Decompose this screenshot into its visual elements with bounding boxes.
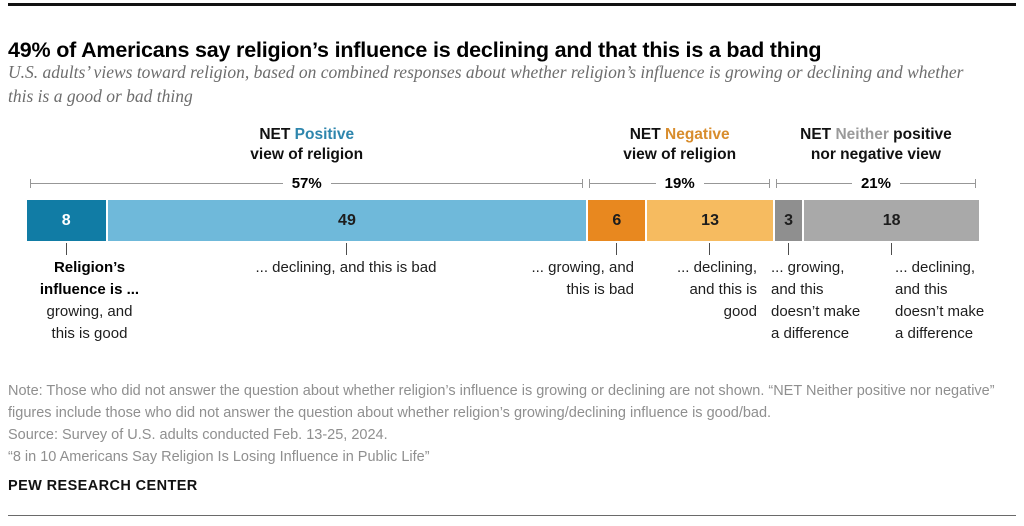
report-title-text: “8 in 10 Americans Say Religion Is Losin…: [8, 449, 430, 465]
bracket-end-tick: [582, 178, 584, 188]
bracket-end-tick: [975, 178, 977, 188]
label-declining-bad: ... declining, and this is bad: [255, 259, 437, 276]
bracket-line: [590, 182, 656, 184]
pointer-tick: [345, 243, 347, 255]
bar-segment-declining-good: 13: [645, 200, 773, 241]
label-growing-good: Religion’s influence is ... growing, and…: [7, 257, 172, 345]
bracket-end-tick: [775, 178, 777, 188]
net-positive-suffix: view of religion: [250, 146, 364, 163]
net-neither-section: NET Neither positive nor negative view 2…: [773, 125, 979, 195]
chart-subtitle: U.S. adults’ views toward religion, base…: [8, 62, 964, 107]
net-positive-percent: 57%: [291, 174, 322, 192]
net-prefix: NET: [800, 126, 832, 143]
segment-labels: Religion’s influence is ... growing, and…: [27, 255, 984, 365]
segment-value: 3: [784, 211, 794, 229]
net-negative-bracket: 19%: [589, 171, 770, 195]
top-divider: [8, 3, 1016, 6]
bar-segment-growing-good: 8: [27, 200, 106, 241]
segment-value: 49: [338, 211, 356, 229]
segment-pointer-ticks: [27, 241, 979, 255]
bracket-end-tick: [589, 178, 591, 188]
bracket-line: [776, 182, 852, 184]
bracket-end-tick: [30, 178, 31, 188]
net-prefix: NET: [629, 126, 661, 143]
label-declining-no-difference: ... declining, and this doesn’t make a d…: [895, 259, 985, 342]
net-group-headers: NET Positive view of religion 57% NET Ne…: [27, 125, 979, 195]
net-neither-suffix: positive nor negative view: [810, 126, 952, 163]
net-negative-word: Negative: [665, 126, 730, 143]
note-text: Note: Those who did not answer the quest…: [8, 383, 995, 421]
stacked-bar: 8 49 6 13 3 18: [27, 200, 979, 241]
net-positive-section: NET Positive view of religion 57%: [27, 125, 586, 195]
segment-value: 6: [612, 211, 622, 229]
bar-segment-declining-no-difference: 18: [802, 200, 979, 241]
pew-research-center-wordmark: PEW RESEARCH CENTER: [8, 478, 198, 494]
bracket-line: [330, 182, 583, 184]
stacked-bar-chart: NET Positive view of religion 57% NET Ne…: [27, 125, 984, 365]
bracket-line: [703, 182, 769, 184]
segment-value: 18: [882, 211, 901, 229]
pointer-tick: [787, 243, 789, 255]
net-negative-section: NET Negative view of religion 19%: [586, 125, 772, 195]
pointer-tick: [709, 243, 711, 255]
label-text: growing, and this is good: [46, 303, 133, 342]
net-neither-bracket: 21%: [775, 171, 977, 195]
pointer-tick: [890, 243, 892, 255]
net-prefix: NET: [259, 126, 291, 143]
net-positive-word: Positive: [294, 126, 355, 143]
label-declining-good: ... declining, and this is good: [676, 259, 757, 320]
segment-value: 13: [701, 211, 719, 229]
net-positive-header: NET Positive view of religion: [27, 125, 586, 169]
pointer-tick: [66, 243, 68, 255]
bar-segment-growing-no-difference: 3: [772, 200, 803, 241]
bottom-divider: [8, 515, 1016, 516]
bracket-line: [31, 182, 283, 184]
pointer-tick: [615, 243, 617, 255]
net-negative-suffix: view of religion: [623, 146, 737, 163]
label-growing-bad: ... growing, and this is bad: [531, 259, 634, 298]
net-negative-header: NET Negative view of religion: [586, 125, 772, 169]
net-neither-word: Neither: [835, 126, 889, 143]
bracket-line: [899, 182, 976, 184]
page-title: 49% of Americans say religion’s influenc…: [8, 38, 822, 63]
segment-value: 8: [61, 211, 71, 229]
source-text: Source: Survey of U.S. adults conducted …: [8, 427, 388, 443]
bar-segment-growing-bad: 6: [586, 200, 646, 241]
label-growing-no-difference: ... growing, and this doesn’t make a dif…: [771, 259, 861, 342]
net-neither-percent: 21%: [860, 174, 891, 192]
net-positive-bracket: 57%: [30, 171, 584, 195]
chart-notes: Note: Those who did not answer the quest…: [8, 380, 1016, 468]
label-lead-in: Religion’s influence is ...: [39, 259, 140, 298]
net-negative-percent: 19%: [664, 174, 695, 192]
bracket-end-tick: [768, 178, 770, 188]
net-neither-header: NET Neither positive nor negative view: [773, 125, 979, 169]
bar-segment-declining-bad: 49: [105, 200, 587, 241]
